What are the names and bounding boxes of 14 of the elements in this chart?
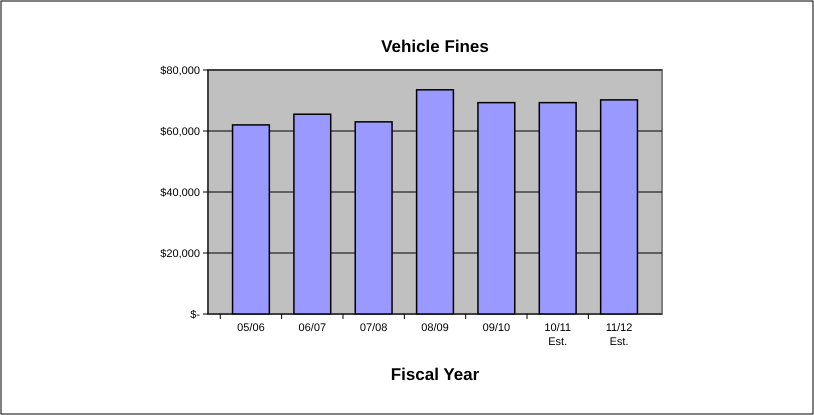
x-tick-label: 06/07: [298, 322, 326, 334]
x-tick-label: 11/12 Est.: [606, 322, 632, 348]
y-tick-label: $20,000: [160, 248, 200, 260]
x-tick-label: 09/10: [482, 322, 510, 334]
x-tick-label: 08/09: [421, 322, 449, 334]
x-axis-title: Fiscal Year: [390, 365, 480, 384]
x-tick-label: 07/08: [360, 322, 388, 334]
y-tick-label: $80,000: [160, 64, 200, 77]
y-tick-label: $60,000: [160, 126, 200, 138]
x-tick-label: 10/11 Est.: [544, 322, 572, 348]
x-tick-label: 05/06: [237, 322, 265, 334]
y-tick-label: $-: [190, 308, 200, 321]
chart-title: Vehicle Fines: [381, 37, 489, 56]
y-tick-label: $40,000: [160, 186, 200, 199]
